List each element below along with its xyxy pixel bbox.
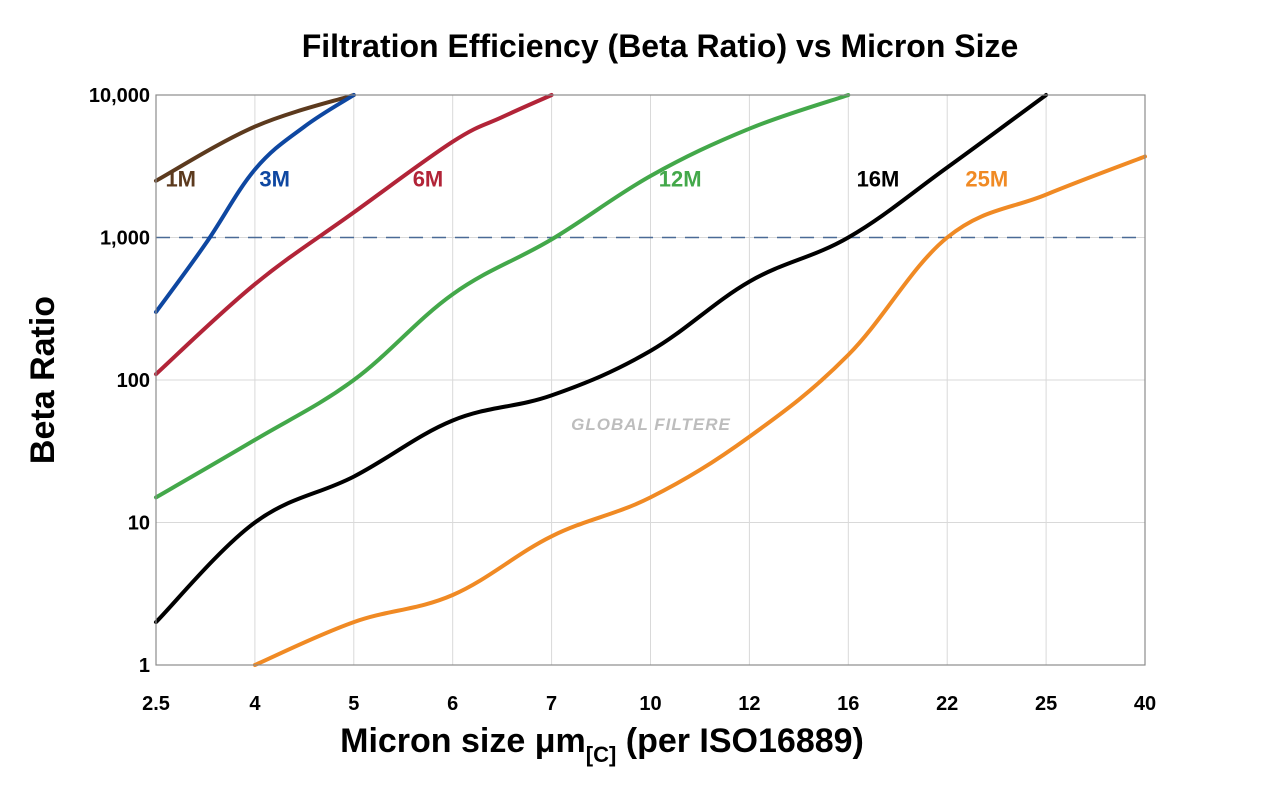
series-label-25m: 25M <box>965 167 1008 192</box>
series-label-12m: 12M <box>659 167 702 192</box>
series-line-16m <box>154 93 1049 625</box>
series-label-1m: 1M <box>165 167 196 192</box>
series-line-12m <box>154 93 851 500</box>
y-tick-label: 10,000 <box>89 85 150 107</box>
x-axis-title-suffix: (per ISO16889) <box>616 722 864 760</box>
series-line-25m <box>252 154 1147 667</box>
x-tick-label: 5 <box>348 693 359 715</box>
chart-title: Filtration Efficiency (Beta Ratio) vs Mi… <box>302 28 1019 64</box>
x-tick-label: 40 <box>1134 693 1156 715</box>
series-label-6m: 6M <box>413 167 444 192</box>
y-axis-title: Beta Ratio <box>24 296 62 464</box>
x-tick-label: 16 <box>837 693 859 715</box>
y-tick-label: 1,000 <box>100 228 150 250</box>
x-tick-label: 7 <box>546 693 557 715</box>
x-axis-title-main: Micron size μm <box>340 722 586 760</box>
y-tick-labels: 1 10 100 1,000 10,000 <box>89 85 150 677</box>
x-tick-label: 10 <box>639 693 661 715</box>
series-line-3m <box>154 93 356 314</box>
x-tick-label: 25 <box>1035 693 1057 715</box>
series-line-6m <box>154 93 554 377</box>
y-tick-label: 1 <box>139 655 150 677</box>
series-label-16m: 16M <box>857 167 900 192</box>
series-label-3m: 3M <box>259 167 290 192</box>
plot-frame <box>155 94 1146 666</box>
x-axis-title: Micron size μm[C] (per ISO16889) <box>340 722 864 767</box>
series-lines <box>154 93 1147 667</box>
x-tick-label: 22 <box>936 693 958 715</box>
y-tick-label: 10 <box>128 513 150 535</box>
series-labels: 1M 3M 6M 12M 16M 25M <box>165 167 1008 192</box>
x-tick-label: 6 <box>447 693 458 715</box>
series-line-1m <box>154 93 356 183</box>
x-tick-label: 12 <box>738 693 760 715</box>
x-tick-label: 4 <box>249 693 261 715</box>
x-tick-labels: 2.5 4 5 6 7 10 12 16 22 25 40 <box>142 693 1156 715</box>
x-axis-title-subscript: [C] <box>586 742 617 767</box>
x-tick-label: 2.5 <box>142 693 170 715</box>
watermark-text: GLOBAL FILTERE <box>571 415 731 434</box>
y-tick-label: 100 <box>117 370 150 392</box>
